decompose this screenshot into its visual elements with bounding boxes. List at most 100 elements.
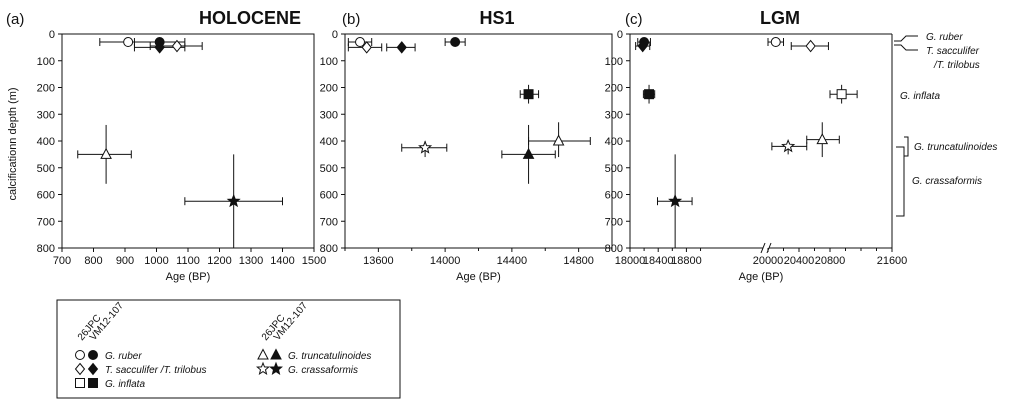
legend-label-crassaformis: G. crassaformis xyxy=(288,365,358,376)
data-point xyxy=(528,122,591,158)
y-tick-label: 200 xyxy=(320,83,338,95)
star-marker xyxy=(668,193,683,208)
ruber-bracket xyxy=(894,35,918,42)
legend-box xyxy=(56,299,401,399)
y-tick-label: 800 xyxy=(320,243,338,255)
star-marker xyxy=(418,140,433,154)
legend-square-open xyxy=(75,378,85,388)
x-tick-label: 14800 xyxy=(563,255,594,267)
x-tick-label: 800 xyxy=(84,255,102,267)
data-point xyxy=(767,37,784,48)
data-point xyxy=(77,124,132,184)
data-point xyxy=(771,138,808,155)
y-tick-label: 0 xyxy=(617,29,623,41)
y-tick-label: 400 xyxy=(37,136,55,148)
diamond-marker xyxy=(361,41,372,54)
species-label-ruber: G. ruber xyxy=(926,32,963,43)
x-tick-label: 14000 xyxy=(430,255,461,267)
data-point xyxy=(657,154,693,248)
y-tick-label: 500 xyxy=(37,163,55,175)
x-axis-label: Age (BP) xyxy=(166,271,211,283)
x-tick-label: 700 xyxy=(53,255,71,267)
star-marker xyxy=(781,138,796,153)
legend-label-inflata: G. inflata xyxy=(105,379,145,390)
legend-markers xyxy=(74,348,283,388)
data-point xyxy=(444,37,466,48)
y-tick-label: 100 xyxy=(37,56,55,68)
legend-star-filled xyxy=(269,361,283,376)
data-point xyxy=(401,140,448,158)
data-point xyxy=(347,41,383,54)
legend-square-filled xyxy=(88,378,98,388)
y-tick-label: 300 xyxy=(37,109,55,121)
panel-label: (c) xyxy=(625,11,643,28)
triangle-marker xyxy=(522,147,535,159)
circle-marker xyxy=(450,37,461,48)
y-tick-label: 200 xyxy=(37,83,55,95)
legend-diamond-open xyxy=(74,362,86,376)
data-point xyxy=(386,41,416,54)
y-tick-label: 500 xyxy=(605,163,623,175)
y-axis-label: calcificationn depth (m) xyxy=(7,87,19,200)
x-axis-label: Age (BP) xyxy=(739,271,784,283)
y-tick-label: 600 xyxy=(37,190,55,202)
x-tick-label: 20400 xyxy=(784,255,815,267)
data-point xyxy=(501,124,556,184)
data-point xyxy=(519,84,540,104)
triangle-marker xyxy=(816,133,829,145)
triangle-marker xyxy=(100,147,112,159)
x-tick-label: 900 xyxy=(116,255,134,267)
species-label-trilobus: /T. trilobus xyxy=(933,60,980,71)
square-marker xyxy=(836,89,847,100)
panel-title: HOLOCENE xyxy=(199,8,301,28)
y-tick-label: 300 xyxy=(605,109,623,121)
y-tick-label: 0 xyxy=(332,29,338,41)
legend-circle-open xyxy=(75,350,85,360)
circle-marker xyxy=(355,37,366,48)
legend-label-sacculifer: T. sacculifer /T. trilobus xyxy=(105,365,207,376)
x-tick-label: 20000 xyxy=(753,255,784,267)
data-point xyxy=(829,84,858,104)
y-tick-label: 300 xyxy=(320,109,338,121)
y-tick-label: 600 xyxy=(605,190,623,202)
star-marker xyxy=(226,193,241,208)
crassaformis-bracket xyxy=(896,146,905,217)
x-tick-label: 1100 xyxy=(176,255,200,267)
y-tick-label: 200 xyxy=(605,83,623,95)
data-point xyxy=(635,39,651,53)
panel-title: HS1 xyxy=(479,8,514,28)
panel-label: (a) xyxy=(6,11,24,28)
data-point xyxy=(184,154,283,248)
plot-frame xyxy=(61,33,315,249)
y-tick-label: 100 xyxy=(605,56,623,68)
panel-lgm: 0 100 200 300 400 500 600 700 800180001840018800… xyxy=(605,8,908,283)
x-tick-label: 1400 xyxy=(270,255,294,267)
y-tick-label: 600 xyxy=(320,190,338,202)
diamond-marker xyxy=(396,41,407,54)
species-label-sacculifer: T. sacculifer xyxy=(926,46,980,57)
circle-marker xyxy=(770,37,781,48)
x-tick-label: 1500 xyxy=(302,255,326,267)
y-tick-label: 0 xyxy=(49,29,55,41)
y-tick-label: 700 xyxy=(37,216,55,228)
data-point xyxy=(806,122,840,158)
y-tick-label: 500 xyxy=(320,163,338,175)
legend-label-ruber: G. ruber xyxy=(105,351,142,362)
x-tick-label: 1000 xyxy=(144,255,168,267)
panel-hs1: 0 100 200 300 400 500 600 700 800 13600 14000 14400… xyxy=(320,8,613,283)
x-tick-label: 18400 xyxy=(643,255,674,267)
square-marker xyxy=(523,89,534,100)
data-point xyxy=(149,39,203,53)
x-axis-label: Age (BP) xyxy=(456,271,501,283)
square-marker xyxy=(644,89,655,100)
x-tick-label: 1200 xyxy=(207,255,231,267)
y-tick-label: 800 xyxy=(37,243,55,255)
legend-circle-filled xyxy=(88,350,98,360)
data-point xyxy=(790,39,829,53)
legend-label-truncatulinoides: G. truncatulinoides xyxy=(288,351,371,362)
diamond-marker xyxy=(637,39,648,53)
axis-break-mark xyxy=(760,242,766,254)
species-label-truncatulinoides: G. truncatulinoides xyxy=(914,142,997,153)
